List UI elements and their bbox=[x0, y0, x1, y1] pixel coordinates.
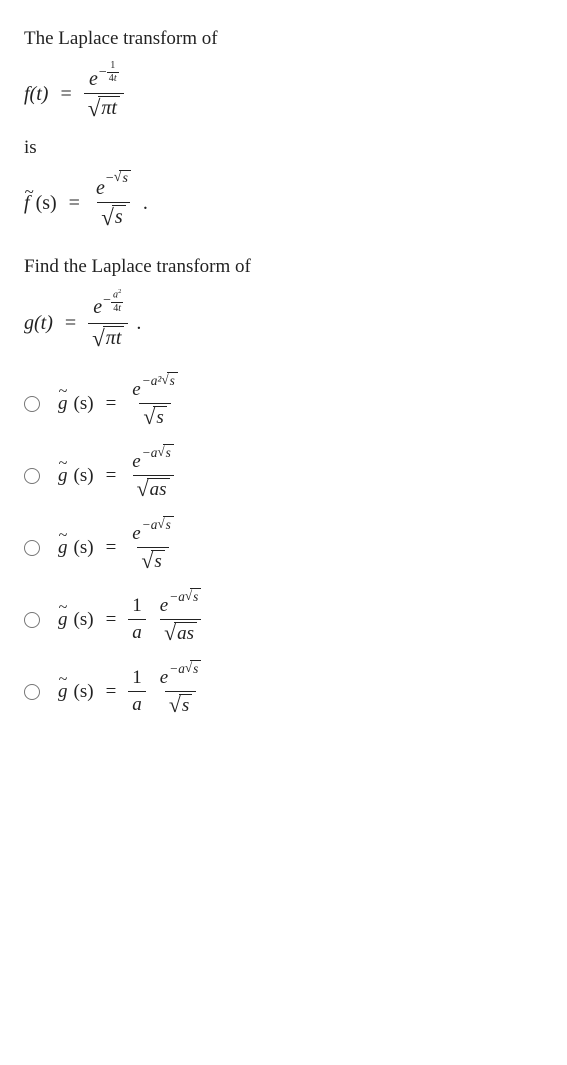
opt-c-arg: (s) bbox=[74, 537, 94, 559]
gt-den-pi: π bbox=[106, 327, 116, 350]
radio-icon[interactable] bbox=[24, 540, 40, 556]
equals-sign: = bbox=[106, 465, 117, 487]
opt-e-fn: g bbox=[58, 681, 68, 703]
e-base: e bbox=[96, 177, 105, 200]
radio-icon[interactable] bbox=[24, 468, 40, 484]
opt-a-arg: (s) bbox=[74, 393, 94, 415]
option-c[interactable]: g (s) = e −a √ s bbox=[24, 523, 543, 573]
opt-d-fn: g bbox=[58, 609, 68, 631]
equals-sign: = bbox=[69, 192, 80, 215]
gt-fraction: e − a2 4t √ πt bbox=[88, 296, 128, 351]
fs-fraction: e − √ s √ s bbox=[92, 177, 135, 230]
option-e[interactable]: g (s) = 1 a e −a √ s bbox=[24, 667, 543, 717]
stem-line-2: Find the Laplace transform of bbox=[24, 256, 543, 278]
equals-sign: = bbox=[106, 681, 117, 703]
stem-line-1: The Laplace transform of bbox=[24, 28, 543, 50]
radio-icon[interactable] bbox=[24, 612, 40, 628]
opt-d-den: as bbox=[177, 623, 194, 645]
opt-d-factor-num: 1 bbox=[128, 595, 146, 619]
e-base: e bbox=[132, 451, 140, 473]
opt-b-den: as bbox=[150, 479, 167, 501]
equals-sign: = bbox=[60, 83, 71, 106]
e-base: e bbox=[93, 296, 102, 319]
opt-d-arg: (s) bbox=[74, 609, 94, 631]
opt-c-fn: g bbox=[58, 537, 68, 559]
gt-lhs: g(t) bbox=[24, 312, 53, 335]
sqrt-s: s bbox=[170, 373, 175, 389]
gt-exp-den-t: t bbox=[118, 303, 121, 314]
minus: − bbox=[99, 65, 107, 81]
opt-e-factor-den: a bbox=[128, 691, 146, 716]
opt-e-factor-num: 1 bbox=[128, 667, 146, 691]
opt-a-den: s bbox=[156, 407, 163, 429]
ft-fraction: e − 1 4t √ πt bbox=[84, 68, 124, 121]
gt-den-t: t bbox=[116, 327, 122, 350]
opt-b-exp-coef: −a bbox=[142, 445, 158, 461]
options-list: g (s) = e −a² √ s bbox=[24, 379, 543, 717]
equals-sign: = bbox=[106, 393, 117, 415]
minus: − bbox=[103, 293, 111, 309]
e-base: e bbox=[132, 379, 140, 401]
sqrt-s: s bbox=[193, 661, 198, 677]
equation-ftilde: f (s) = e − √ s √ s bbox=[24, 177, 543, 230]
opt-a-exp-coef: −a² bbox=[142, 373, 162, 389]
is-text: is bbox=[24, 137, 543, 159]
e-base: e bbox=[160, 667, 168, 689]
opt-c-den: s bbox=[154, 551, 161, 573]
opt-e-den: s bbox=[182, 695, 189, 717]
sqrt-s: s bbox=[166, 445, 171, 461]
ft-exp-den-t: t bbox=[114, 73, 117, 84]
ft-den-pi: π bbox=[101, 97, 111, 120]
opt-d-exp-coef: −a bbox=[169, 589, 185, 605]
opt-a-fn: g bbox=[58, 393, 68, 415]
opt-c-exp-coef: −a bbox=[142, 517, 158, 533]
radio-icon[interactable] bbox=[24, 396, 40, 412]
sqrt-s: s bbox=[193, 589, 198, 605]
opt-d-factor-den: a bbox=[128, 619, 146, 644]
ft-lhs: f(t) bbox=[24, 83, 48, 106]
ft-den-t: t bbox=[111, 97, 117, 120]
opt-e-arg: (s) bbox=[74, 681, 94, 703]
opt-e-exp-coef: −a bbox=[169, 661, 185, 677]
ftilde-fn: f bbox=[24, 192, 30, 215]
opt-b-fn: g bbox=[58, 465, 68, 487]
opt-b-arg: (s) bbox=[74, 465, 94, 487]
equation-ft: f(t) = e − 1 4t bbox=[24, 68, 543, 121]
period: . bbox=[136, 312, 141, 335]
equals-sign: = bbox=[106, 609, 117, 631]
gt-exp-a-pow: 2 bbox=[118, 288, 121, 295]
sqrt-s: s bbox=[166, 517, 171, 533]
option-a[interactable]: g (s) = e −a² √ s bbox=[24, 379, 543, 429]
option-b[interactable]: g (s) = e −a √ s bbox=[24, 451, 543, 501]
period: . bbox=[143, 192, 148, 215]
option-d[interactable]: g (s) = 1 a e −a √ s bbox=[24, 595, 543, 645]
radio-icon[interactable] bbox=[24, 684, 40, 700]
ft-exp-num: 1 bbox=[108, 61, 117, 72]
e-base: e bbox=[89, 68, 98, 91]
minus: − bbox=[106, 171, 114, 187]
e-base: e bbox=[160, 595, 168, 617]
e-base: e bbox=[132, 523, 140, 545]
equation-gt: g(t) = e − a2 4t bbox=[24, 296, 543, 351]
equals-sign: = bbox=[106, 537, 117, 559]
fs-den-s: s bbox=[115, 206, 123, 229]
equals-sign: = bbox=[65, 312, 76, 335]
fs-exp-s: s bbox=[122, 171, 127, 187]
ftilde-arg: (s) bbox=[36, 192, 57, 215]
